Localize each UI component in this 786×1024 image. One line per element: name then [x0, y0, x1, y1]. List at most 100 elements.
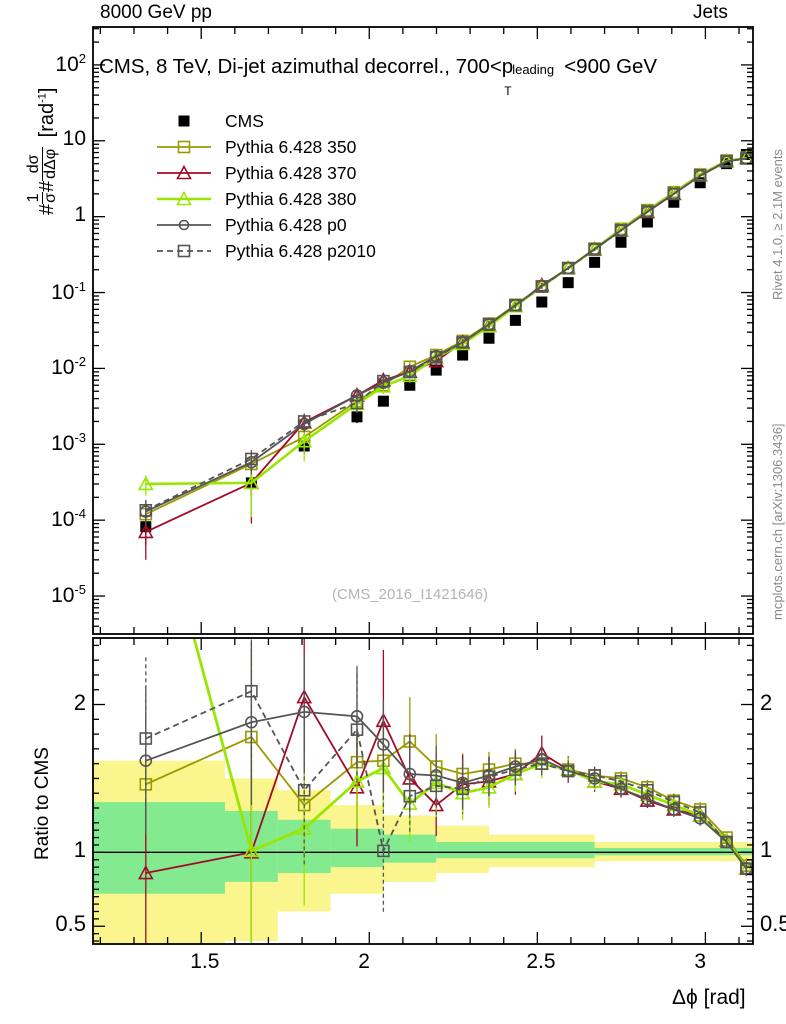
data-marker: [507, 298, 524, 313]
data-marker: [668, 196, 680, 208]
ratio-ytick-label: 2: [73, 689, 86, 715]
data-marker: [350, 396, 364, 410]
data-marker: [456, 336, 469, 349]
data-marker: [404, 379, 416, 391]
main-panel-frame: [92, 26, 754, 635]
legend-item-5[interactable]: Pythia 6.428 p2010: [155, 238, 376, 264]
data-marker: [561, 764, 575, 778]
data-marker: [667, 187, 681, 201]
data-marker: [667, 795, 681, 809]
data-marker: [740, 862, 753, 875]
legend-marker-open-triangle: [157, 164, 211, 180]
data-marker: [614, 224, 628, 237]
data-marker: [693, 806, 707, 819]
data-marker: [615, 236, 627, 248]
data-marker: [509, 298, 522, 312]
data-marker: [245, 684, 258, 698]
data-marker: [137, 475, 154, 491]
data-marker: [349, 773, 365, 788]
data-marker: [297, 415, 311, 428]
data-marker: [245, 452, 258, 466]
data-marker: [139, 503, 153, 517]
data-marker: [377, 844, 390, 858]
legend-marker-filled-square: [178, 115, 190, 127]
data-marker: [588, 769, 601, 782]
ytick-label: 10-4: [51, 506, 86, 532]
ytick-label: 10-3: [51, 430, 86, 456]
band-green: [594, 847, 753, 856]
legend-glyph: [177, 244, 191, 258]
legend-label: CMS: [225, 110, 264, 131]
legend-item-4[interactable]: Pythia 6.428 p0: [155, 212, 376, 238]
data-marker: [561, 261, 575, 275]
data-marker: [139, 732, 153, 745]
legend-glyph: [176, 164, 192, 180]
data-marker: [509, 763, 522, 776]
legend-label: Pythia 6.428 370: [225, 162, 357, 183]
data-marker: [377, 738, 390, 751]
legend-marker-open-circle: [157, 219, 211, 231]
data-marker: [377, 395, 389, 407]
xaxis-label: Δϕ [rad]: [672, 986, 746, 1009]
data-marker: [641, 216, 653, 228]
plot-title: CMS, 8 TeV, Di-jet azimuthal decorrel., …: [99, 55, 658, 98]
data-marker: [429, 779, 443, 793]
data-marker: [721, 158, 733, 170]
legend-item-2[interactable]: Pythia 6.428 370: [155, 160, 376, 186]
legend-glyph: [178, 219, 190, 231]
legend-marker-open-triangle: [157, 190, 211, 206]
data-marker: [457, 349, 469, 361]
data-marker: [350, 723, 364, 736]
data-marker: [740, 152, 753, 165]
legend-label: Pythia 6.428 p0: [225, 214, 347, 235]
ratio-panel-frame: [92, 637, 754, 945]
data-marker: [430, 364, 442, 376]
data-marker: [139, 453, 152, 465]
legend-glyph: [176, 190, 192, 206]
xtick-label: 2.5: [526, 950, 556, 973]
data-marker: [535, 757, 549, 770]
data-marker: [137, 864, 154, 880]
ytick-label: 1: [74, 202, 86, 226]
data-marker: [641, 205, 654, 218]
legend-glyph: [178, 115, 190, 127]
title-prefix: CMS, 8 TeV, Di-jet azimuthal decorrel., …: [99, 55, 514, 78]
data-marker: [641, 783, 654, 797]
ytick-label: 102: [55, 50, 86, 76]
ratio-ytick-label: 0.5: [760, 911, 786, 937]
data-marker: [482, 318, 496, 331]
ratio-series-pythia-6-428-p2010: [139, 638, 753, 913]
data-marker: [456, 782, 469, 796]
ratio-ytick-label: 0.5: [55, 911, 86, 937]
data-marker: [351, 411, 363, 423]
ratio-ytick-label: 1: [760, 837, 773, 863]
legend-marker-open-square: [157, 244, 211, 258]
header-left: 8000 GeV pp: [100, 2, 212, 23]
legend-item-3[interactable]: Pythia 6.428 380: [155, 186, 376, 212]
data-marker: [509, 314, 521, 326]
ratio-ytick-label: 2: [760, 689, 773, 715]
ratio-panel-series: [137, 453, 753, 944]
data-marker: [588, 243, 601, 256]
xtick-label: 3: [694, 950, 707, 973]
data-marker: [377, 374, 390, 388]
header-right: Jets: [693, 2, 728, 23]
data-marker: [296, 432, 313, 448]
data-marker: [536, 296, 548, 308]
xtick-label: 1.5: [190, 950, 220, 973]
legend-label: Pythia 6.428 350: [225, 136, 357, 157]
data-marker: [243, 474, 260, 490]
legend-item-1[interactable]: Pythia 6.428 350: [155, 134, 376, 160]
data-marker: [740, 148, 752, 160]
title-subscript: T: [504, 84, 512, 98]
data-marker: [403, 789, 417, 803]
title-suffix: <900 GeV: [564, 55, 658, 78]
data-marker: [297, 705, 311, 719]
legend: CMS Pythia 6.428 350 Pythia 6.428 370 Pythi…: [155, 108, 376, 264]
data-marker: [429, 351, 443, 364]
ytick-label: 10-5: [51, 582, 86, 608]
axis-ticks: [93, 27, 753, 944]
legend-item-0[interactable]: CMS: [155, 108, 376, 134]
